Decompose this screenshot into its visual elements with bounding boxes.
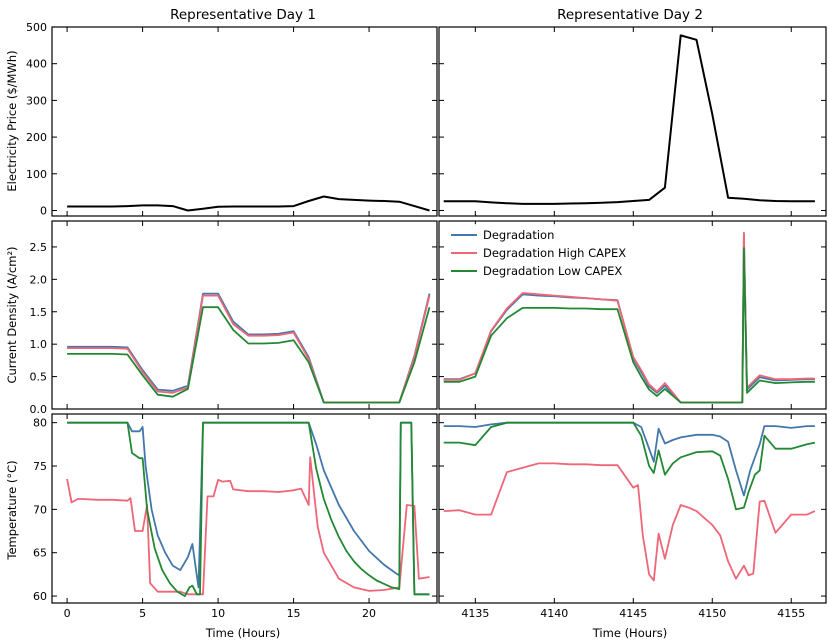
panels: 01002003004005000.00.51.01.52.02.5606570… xyxy=(26,21,827,620)
ylabel-current: Current Density (A/cm²) xyxy=(5,246,19,383)
series-price-price-day2 xyxy=(443,34,815,205)
series-degradation-temp-day2 xyxy=(443,421,815,497)
series-low-capex-current-day2 xyxy=(443,247,815,404)
xlabel-day1: Time (Hours) xyxy=(205,626,280,640)
ytick-label-temp-day1: 65 xyxy=(33,547,47,560)
plot-frame-price-day1 xyxy=(51,26,438,217)
xtick-label-temp-day1: 10 xyxy=(211,607,225,620)
legend-label-low-capex: Degradation Low CAPEX xyxy=(483,264,622,278)
panel-temp-day1: 60 65 70 75 80 0 5 10 15 20 xyxy=(33,413,438,620)
series-low-capex-temp-day1 xyxy=(67,421,430,597)
ytick-label-price-day1: 400 xyxy=(26,58,47,71)
legend-box xyxy=(447,224,629,282)
ytick-label-price-day1: 300 xyxy=(26,94,47,107)
panel-temp-day2: 4135 4140 4145 4150 4155 xyxy=(438,413,827,620)
ytick-label-temp-day1: 60 xyxy=(33,590,47,603)
ytick-label-price-day1: 500 xyxy=(26,21,47,34)
ytick-label-current-day1: 0.0 xyxy=(30,403,48,416)
ylabel-price: Electricity Price ($/MWh) xyxy=(5,50,19,191)
series-low-capex-temp-day2 xyxy=(443,421,816,511)
series-high-capex-temp-day1 xyxy=(66,456,430,596)
plot-frame-price-day2 xyxy=(438,26,827,217)
ytick-label-temp-day1: 80 xyxy=(33,417,47,430)
panel-current-day2 xyxy=(438,220,827,410)
ytick-label-price-day1: 0 xyxy=(40,204,47,217)
xlabel-day2: Time (Hours) xyxy=(592,626,667,640)
xtick-label-temp-day1: 20 xyxy=(362,607,376,620)
series-high-capex-current-day1 xyxy=(67,294,431,404)
ytick-label-current-day1: 2.0 xyxy=(30,273,48,286)
xtick-label-temp-day2: 4135 xyxy=(461,607,489,620)
xtick-label-temp-day2: 4145 xyxy=(619,607,647,620)
xtick-label-temp-day1: 0 xyxy=(64,607,71,620)
ytick-label-current-day1: 0.5 xyxy=(30,371,48,384)
xtick-label-temp-day1: 15 xyxy=(287,607,301,620)
series-low-capex-current-day1 xyxy=(67,306,431,404)
ytick-label-temp-day1: 75 xyxy=(33,460,47,473)
column-title-day1: Representative Day 1 xyxy=(170,7,316,23)
plot-frame-temp-day1 xyxy=(51,413,438,604)
legend: Degradation Degradation High CAPEX Degra… xyxy=(447,224,629,282)
xtick-label-temp-day2: 4140 xyxy=(540,607,568,620)
xtick-label-temp-day1: 5 xyxy=(139,607,146,620)
panel-price-day2 xyxy=(438,26,827,217)
series-high-capex-temp-day2 xyxy=(443,462,816,582)
column-title-day2: Representative Day 2 xyxy=(557,7,703,23)
series-price-price-day1 xyxy=(67,195,430,212)
panel-current-day1: 0.0 0.5 1.0 1.5 2.0 2.5 xyxy=(30,220,438,416)
panel-price-day1: 0 100 200 300 400 500 xyxy=(26,21,438,217)
series-degradation-current-day2 xyxy=(443,233,815,404)
plot-frame-current-day2 xyxy=(438,220,827,410)
series-degradation-temp-day1 xyxy=(67,421,430,596)
series-high-capex-current-day2 xyxy=(443,231,815,404)
ytick-label-current-day1: 1.5 xyxy=(30,306,48,319)
ytick-label-temp-day1: 70 xyxy=(33,503,47,516)
legend-label-degradation: Degradation xyxy=(483,228,554,242)
ytick-label-price-day1: 100 xyxy=(26,168,47,181)
xtick-label-temp-day2: 4150 xyxy=(698,607,726,620)
plot-frame-current-day1 xyxy=(51,220,438,410)
ylabel-temperature: Temperature (°C) xyxy=(5,460,19,560)
legend-label-high-capex: Degradation High CAPEX xyxy=(483,246,626,260)
ytick-label-current-day1: 1.0 xyxy=(30,338,48,351)
plot-frame-temp-day2 xyxy=(438,413,827,604)
xtick-label-temp-day2: 4155 xyxy=(777,607,805,620)
ytick-label-current-day1: 2.5 xyxy=(30,241,48,254)
ytick-label-price-day1: 200 xyxy=(26,131,47,144)
